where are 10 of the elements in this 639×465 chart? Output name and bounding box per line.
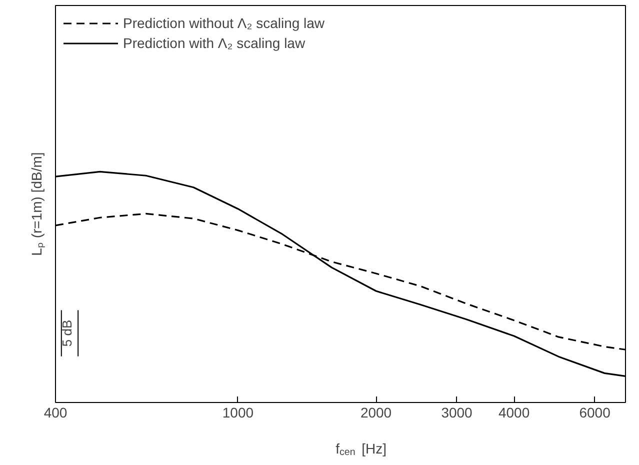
annotation: 5 dB (59, 320, 74, 347)
y-axis-title: Lₚ (r=1m) [dB/m] (28, 152, 46, 256)
x-tick-label: 4000 (498, 404, 530, 420)
x-tick-label: 400 (44, 404, 68, 420)
x-tick-label: 3000 (441, 404, 473, 420)
x-tick-label: 2000 (360, 404, 392, 420)
x-tick-label: 1000 (222, 404, 254, 420)
legend-label: Prediction without Λ₂ scaling law (123, 15, 325, 31)
legend-label: Prediction with Λ₂ scaling law (123, 35, 306, 51)
x-tick-label: 6000 (579, 404, 611, 420)
